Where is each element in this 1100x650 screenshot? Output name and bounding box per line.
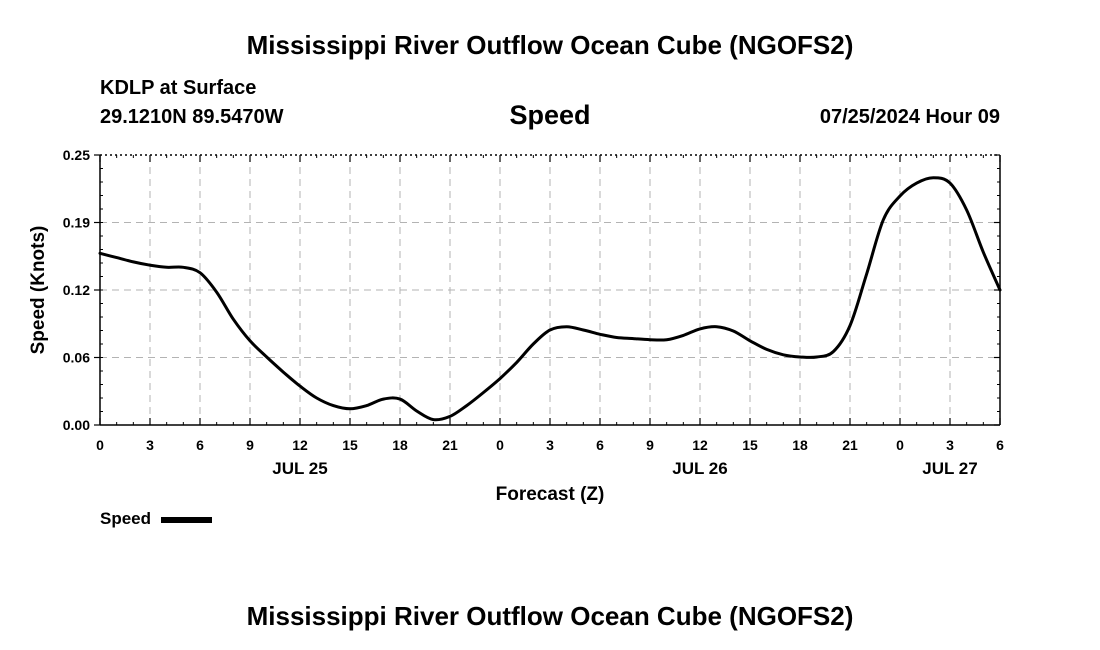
y-axis-ticks: 0.00 0.06 0.12 0.19 0.25 bbox=[63, 147, 1000, 433]
y-tick-label: 0.25 bbox=[63, 147, 90, 163]
x-tick-label: 3 bbox=[546, 437, 554, 453]
grid-lines bbox=[100, 155, 1000, 425]
x-tick-label: 12 bbox=[692, 437, 708, 453]
x-tick-label: 6 bbox=[996, 437, 1004, 453]
x-tick-label: 9 bbox=[646, 437, 654, 453]
x-tick-label: 0 bbox=[896, 437, 904, 453]
x-tick-label: 0 bbox=[496, 437, 504, 453]
x-axis-ticks: 0 3 6 9 12 15 18 21 0 3 6 9 12 15 18 21 0 3 6 bbox=[96, 155, 1004, 453]
x-tick-label: 3 bbox=[146, 437, 154, 453]
date-label: JUL 27 bbox=[922, 459, 977, 478]
station-coordinates: 29.1210N 89.5470W bbox=[100, 106, 284, 128]
x-tick-label: 21 bbox=[442, 437, 458, 453]
y-tick-label: 0.19 bbox=[63, 215, 90, 231]
x-tick-label: 21 bbox=[842, 437, 858, 453]
x-tick-label: 12 bbox=[292, 437, 308, 453]
y-axis-label: Speed (Knots) bbox=[28, 226, 49, 355]
x-axis-label: Forecast (Z) bbox=[496, 484, 605, 505]
y-tick-label: 0.00 bbox=[63, 417, 90, 433]
forecast-timestamp: 07/25/2024 Hour 09 bbox=[819, 106, 1000, 128]
x-tick-label: 9 bbox=[246, 437, 254, 453]
date-labels: JUL 25 JUL 26 JUL 27 bbox=[272, 459, 977, 478]
x-tick-label: 3 bbox=[946, 437, 954, 453]
x-tick-label: 0 bbox=[96, 437, 104, 453]
x-tick-label: 15 bbox=[742, 437, 758, 453]
date-label: JUL 26 bbox=[672, 459, 727, 478]
legend-swatch bbox=[161, 517, 212, 523]
variable-title: Speed bbox=[509, 100, 591, 130]
x-tick-label: 18 bbox=[392, 437, 408, 453]
legend-label: Speed bbox=[100, 509, 152, 528]
footer-title: Mississippi River Outflow Ocean Cube (NG… bbox=[246, 601, 854, 631]
x-tick-label: 6 bbox=[596, 437, 604, 453]
station-label: KDLP at Surface bbox=[100, 77, 257, 99]
chart-title: Mississippi River Outflow Ocean Cube (NG… bbox=[246, 30, 854, 60]
x-tick-label: 18 bbox=[792, 437, 808, 453]
y-tick-label: 0.12 bbox=[63, 282, 90, 298]
date-label: JUL 25 bbox=[272, 459, 327, 478]
y-tick-label: 0.06 bbox=[63, 350, 90, 366]
x-tick-label: 15 bbox=[342, 437, 358, 453]
speed-series-line bbox=[98, 176, 1002, 422]
x-tick-label: 6 bbox=[196, 437, 204, 453]
